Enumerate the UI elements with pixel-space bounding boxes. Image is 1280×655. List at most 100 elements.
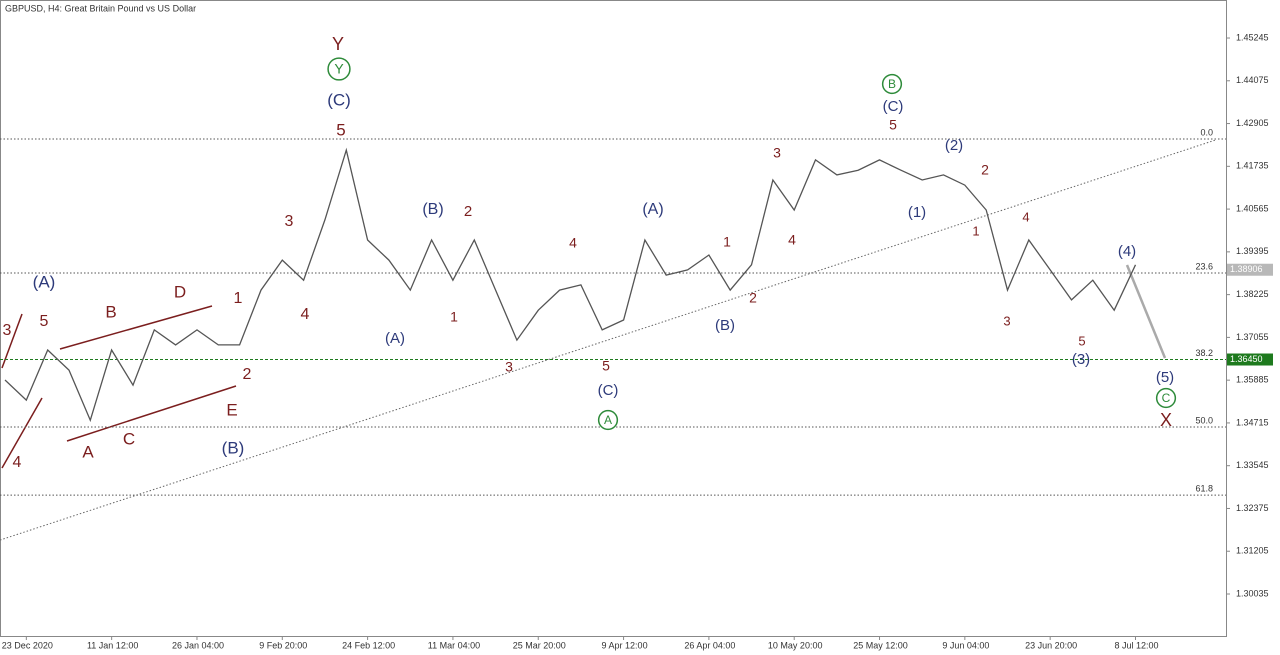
wave-label: (2) (945, 137, 963, 154)
wave-label: (5) (1156, 369, 1174, 386)
price-tag (1227, 263, 1273, 276)
y-tick-label: 1.37055 (1236, 332, 1269, 342)
wave-label: (1) (908, 204, 926, 221)
y-tick-label: 1.33545 (1236, 460, 1269, 470)
wave-label: 2 (243, 366, 252, 383)
wave-label: 4 (301, 306, 310, 323)
wave-label: B (888, 77, 896, 91)
wave-label: (B) (715, 317, 735, 334)
x-tick-label: 25 May 12:00 (853, 640, 908, 650)
channel-line (59, 305, 213, 350)
wave-label: 4 (569, 235, 577, 251)
wave-label: A (604, 413, 612, 427)
wave-label: 4 (788, 232, 796, 248)
price-tag-label: 1.38906 (1230, 264, 1263, 274)
wave-label: Y (332, 34, 344, 54)
x-tick-label: 26 Apr 04:00 (684, 640, 735, 650)
x-tick-label: 9 Jun 04:00 (942, 640, 989, 650)
y-tick-label: 1.32375 (1236, 503, 1269, 513)
wave-label: 3 (505, 359, 513, 375)
x-tick-label: 26 Jan 04:00 (172, 640, 224, 650)
fib-label: 0.0 (1200, 127, 1213, 137)
wave-label: 1 (450, 309, 458, 325)
wave-label: (B) (222, 438, 245, 457)
y-tick-label: 1.31205 (1236, 546, 1269, 556)
x-tick-label: 9 Feb 20:00 (259, 640, 307, 650)
wave-label: (A) (385, 330, 405, 347)
channel-line (66, 385, 237, 442)
wave-circle (597, 409, 619, 431)
wave-label: (A) (642, 201, 663, 218)
wave-label: (4) (1118, 243, 1136, 260)
y-tick-label: 1.41735 (1236, 161, 1269, 171)
fib-label: 50.0 (1195, 415, 1213, 425)
x-tick-label: 23 Dec 2020 (2, 640, 53, 650)
x-tick-label: 11 Jan 12:00 (87, 640, 138, 650)
wave-label: 5 (1078, 333, 1085, 348)
x-tick-label: 8 Jul 12:00 (1114, 640, 1158, 650)
wave-label: C (123, 429, 135, 448)
wave-circle (881, 73, 903, 95)
wave-label: (C) (598, 382, 619, 399)
price-line (4, 147, 1137, 423)
wave-label: E (226, 400, 237, 419)
y-tick-label: 1.35885 (1236, 375, 1269, 385)
layer: 1.45245 1.44075 1.42905 1.41735 1.40565 1.393… (0, 32, 1273, 650)
x-tick-label: 24 Feb 12:00 (342, 640, 395, 650)
wave-label: 1 (723, 234, 731, 250)
wave-circle (327, 57, 351, 81)
y-tick-label: 1.34715 (1236, 417, 1269, 427)
wave-label: (B) (422, 201, 443, 218)
wave-label: 5 (889, 117, 897, 133)
x-tick-label: 25 Mar 20:00 (513, 640, 566, 650)
wave-label: (C) (883, 98, 904, 115)
wave-label: A (82, 442, 94, 461)
x-tick-label: 23 Jun 20:00 (1025, 640, 1077, 650)
wave-label: 5 (336, 120, 345, 139)
wave-label: 2 (749, 290, 757, 306)
y-tick-label: 1.30035 (1236, 588, 1269, 598)
wave-label: (A) (33, 272, 56, 291)
wave-label: D (174, 282, 186, 301)
y-tick-label: 1.42905 (1236, 118, 1269, 128)
wave-label: 5 (40, 313, 49, 330)
fib-label: 38.2 (1195, 348, 1213, 358)
y-tick-label: 1.38225 (1236, 289, 1269, 299)
wave-label: 3 (3, 322, 12, 339)
chart-title: GBPUSD, H4: Great Britain Pound vs US Do… (5, 3, 196, 13)
y-tick-label: 1.39395 (1236, 246, 1269, 256)
y-tick-label: 1.45245 (1236, 32, 1269, 42)
wave-label: Y (334, 61, 344, 77)
y-tick-label: 1.44075 (1236, 75, 1269, 85)
x-tick-label: 11 Mar 04:00 (428, 640, 480, 650)
fib-label: 23.6 (1195, 261, 1213, 271)
wave-label: 5 (602, 358, 610, 374)
x-tick-label: 9 Apr 12:00 (602, 640, 648, 650)
x-tick-label: 10 May 20:00 (768, 640, 823, 650)
wave-label: 3 (1003, 313, 1010, 328)
wave-label: (3) (1072, 351, 1090, 368)
wave-label: X (1160, 410, 1172, 430)
wave-circle (1155, 387, 1177, 409)
wave-label: 2 (981, 162, 989, 178)
wave-label: 4 (13, 454, 22, 471)
channel-line (1, 313, 23, 369)
price-tag-label: 1.36450 (1230, 354, 1263, 364)
plot-frame (0, 0, 1227, 637)
wave-label: B (105, 302, 116, 321)
projection-line (1125, 264, 1167, 359)
fib-label: 61.8 (1195, 483, 1213, 493)
price-tag (1227, 353, 1273, 366)
y-tick-label: 1.40565 (1236, 203, 1269, 213)
wave-label: (C) (327, 90, 351, 109)
wave-label: 1 (234, 290, 243, 307)
channel-line (1, 397, 43, 469)
wave-label: C (1162, 391, 1171, 405)
wave-label: 4 (1022, 209, 1029, 224)
wave-label: 3 (285, 213, 294, 230)
wave-label: 3 (773, 145, 781, 161)
wave-label: 2 (464, 203, 472, 220)
wave-label: 1 (972, 223, 979, 238)
